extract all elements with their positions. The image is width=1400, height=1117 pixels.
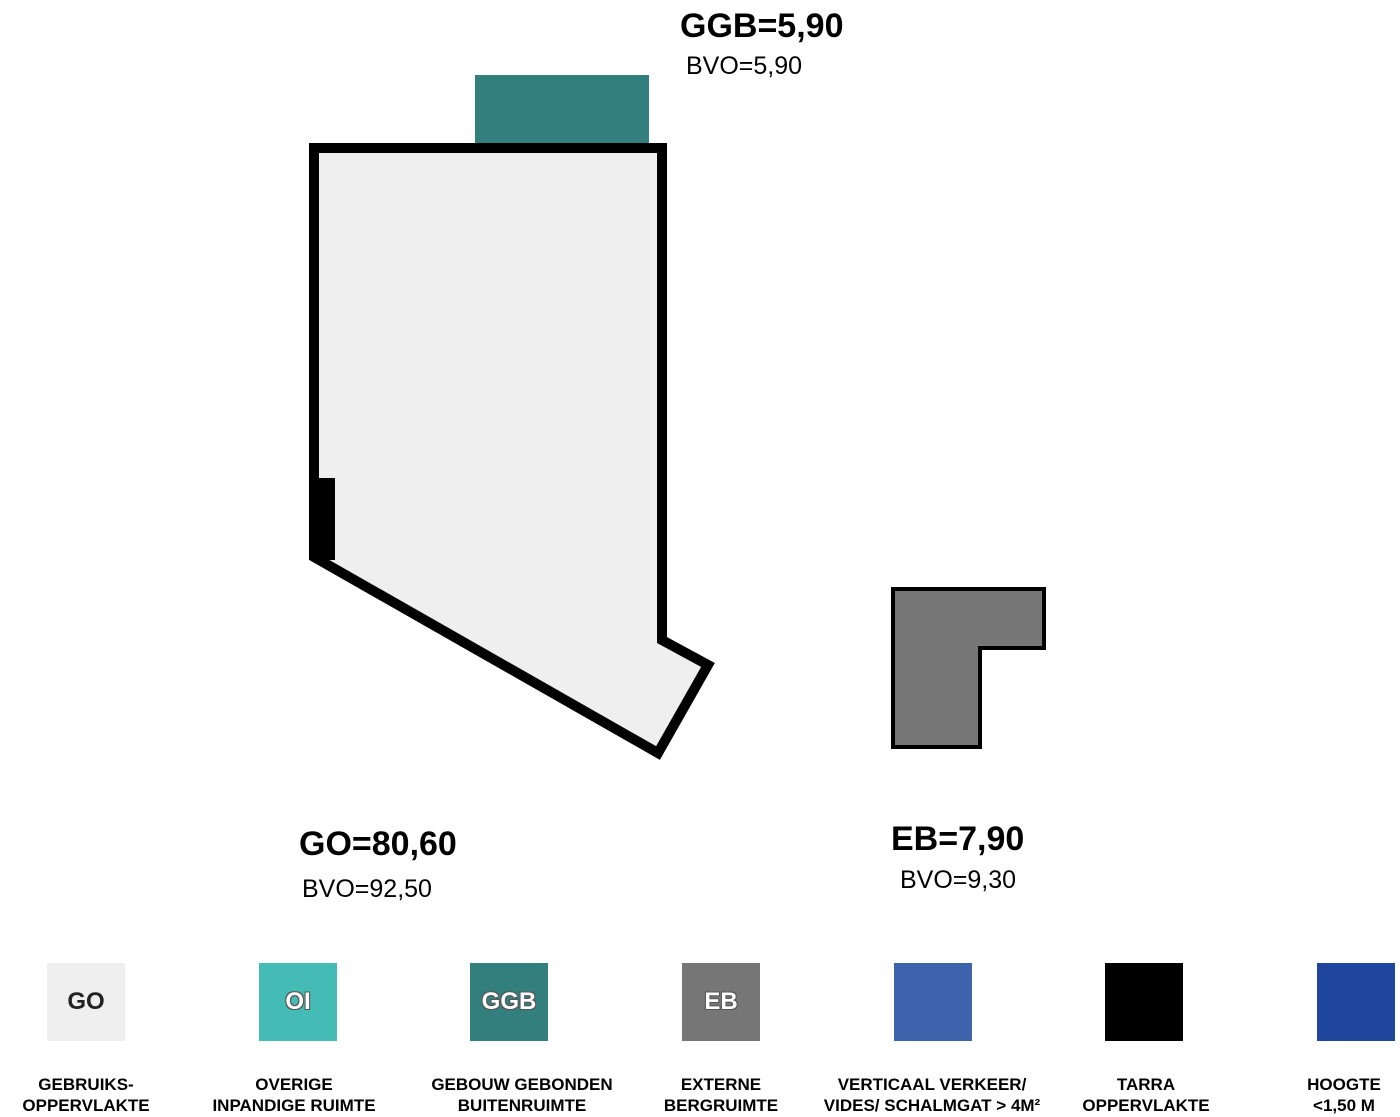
ggb-area-title: GGB=5,90 bbox=[680, 7, 844, 45]
legend-label-oi: OVERIGE INPANDIGE RUIMTE bbox=[179, 1074, 409, 1116]
legend-label-tarra-line1: TARRA bbox=[1116, 1075, 1176, 1094]
legend-label-eb: EXTERNE BERGRUIMTE bbox=[606, 1074, 836, 1116]
legend-code-oi: OI bbox=[285, 988, 311, 1015]
legend-code-go: GO bbox=[67, 988, 105, 1015]
legend-label-go-line2: OPPERVLAKTE bbox=[22, 1096, 150, 1115]
legend-swatch-verticaal bbox=[894, 963, 972, 1041]
legend-label-hoogte-line2: <1,50 M bbox=[1313, 1096, 1375, 1115]
legend-swatch-eb: EB bbox=[682, 963, 760, 1041]
legend-label-eb-line2: BERGRUIMTE bbox=[663, 1096, 779, 1115]
legend-swatch-oi: OI bbox=[259, 963, 337, 1041]
legend-label-verticaal-line1: VERTICAAL VERKEER/ bbox=[837, 1075, 1027, 1094]
go-area-title: GO=80,60 bbox=[299, 825, 457, 863]
eb-area-bvo: BVO=9,30 bbox=[900, 866, 1017, 894]
eb-area-title: EB=7,90 bbox=[891, 820, 1025, 858]
legend-label-verticaal: VERTICAAL VERKEER/ VIDES/ SCHALMGAT > 4M… bbox=[817, 1074, 1047, 1116]
legend-label-tarra-line2: OPPERVLAKTE bbox=[1082, 1096, 1210, 1115]
legend-label-eb-line1: EXTERNE bbox=[680, 1075, 762, 1094]
legend-label-tarra: TARRA OPPERVLAKTE bbox=[1031, 1074, 1261, 1116]
legend-label-verticaal-line2: VIDES/ SCHALMGAT > 4M² bbox=[823, 1096, 1041, 1115]
eb-area-shape bbox=[891, 587, 1046, 749]
legend-label-oi-line1: OVERIGE bbox=[255, 1075, 333, 1094]
tarra-block-shape bbox=[314, 478, 335, 560]
legend-label-ggb: GEBOUW GEBONDEN BUITENRUIMTE bbox=[407, 1074, 637, 1116]
legend-label-ggb-line2: BUITENRUIMTE bbox=[457, 1096, 587, 1115]
legend-label-hoogte-line1: HOOGTE bbox=[1307, 1075, 1381, 1094]
legend-swatch-tarra bbox=[1105, 963, 1183, 1041]
legend-code-ggb: GGB bbox=[481, 988, 537, 1015]
legend-label-go: GEBRUIKS- OPPERVLAKTE bbox=[0, 1074, 201, 1116]
legend-swatch-go: GO bbox=[47, 963, 125, 1041]
ggb-area-bvo: BVO=5,90 bbox=[686, 52, 803, 80]
legend-label-go-line1: GEBRUIKS- bbox=[38, 1075, 134, 1094]
legend-label-oi-line2: INPANDIGE RUIMTE bbox=[212, 1096, 376, 1115]
legend-label-hoogte: HOOGTE <1,50 M bbox=[1290, 1074, 1398, 1116]
legend-swatch-hoogte bbox=[1317, 963, 1395, 1041]
go-area-bvo: BVO=92,50 bbox=[302, 875, 432, 903]
ggb-area-shape bbox=[475, 75, 649, 147]
legend-code-eb: EB bbox=[704, 988, 738, 1015]
floor-plan bbox=[309, 75, 1046, 760]
go-area-shape bbox=[309, 143, 715, 760]
legend-swatch-ggb: GGB bbox=[470, 963, 548, 1041]
legend-label-ggb-line1: GEBOUW GEBONDEN bbox=[431, 1075, 613, 1094]
